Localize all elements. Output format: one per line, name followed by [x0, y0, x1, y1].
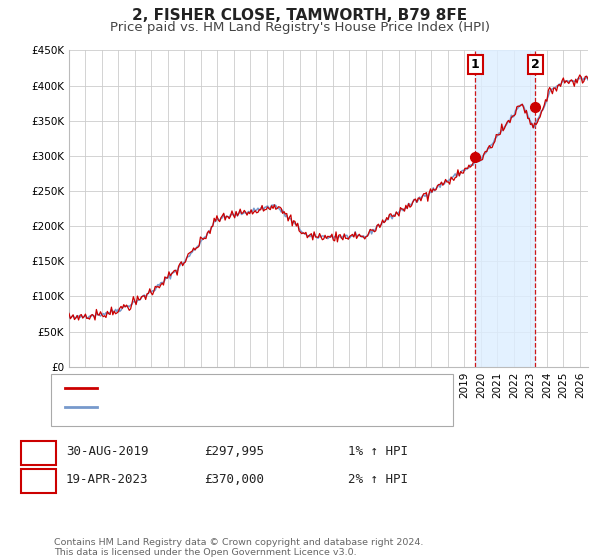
- Text: 1: 1: [471, 58, 480, 71]
- Text: £370,000: £370,000: [204, 473, 264, 487]
- Text: £297,995: £297,995: [204, 445, 264, 459]
- Text: 19-APR-2023: 19-APR-2023: [66, 473, 149, 487]
- Text: 1: 1: [34, 445, 43, 459]
- Text: Price paid vs. HM Land Registry's House Price Index (HPI): Price paid vs. HM Land Registry's House …: [110, 21, 490, 34]
- Text: 2: 2: [531, 58, 539, 71]
- Text: 2, FISHER CLOSE, TAMWORTH, B79 8FE: 2, FISHER CLOSE, TAMWORTH, B79 8FE: [133, 8, 467, 24]
- Text: HPI: Average price, detached house, Tamworth: HPI: Average price, detached house, Tamw…: [103, 400, 379, 414]
- Text: 30-AUG-2019: 30-AUG-2019: [66, 445, 149, 459]
- Text: 2: 2: [34, 473, 43, 487]
- Text: 1% ↑ HPI: 1% ↑ HPI: [348, 445, 408, 459]
- Text: 2% ↑ HPI: 2% ↑ HPI: [348, 473, 408, 487]
- Bar: [475, 50, 535, 367]
- Text: 2, FISHER CLOSE, TAMWORTH, B79 8FE (detached house): 2, FISHER CLOSE, TAMWORTH, B79 8FE (deta…: [103, 381, 442, 395]
- Text: Contains HM Land Registry data © Crown copyright and database right 2024.
This d: Contains HM Land Registry data © Crown c…: [54, 538, 424, 557]
